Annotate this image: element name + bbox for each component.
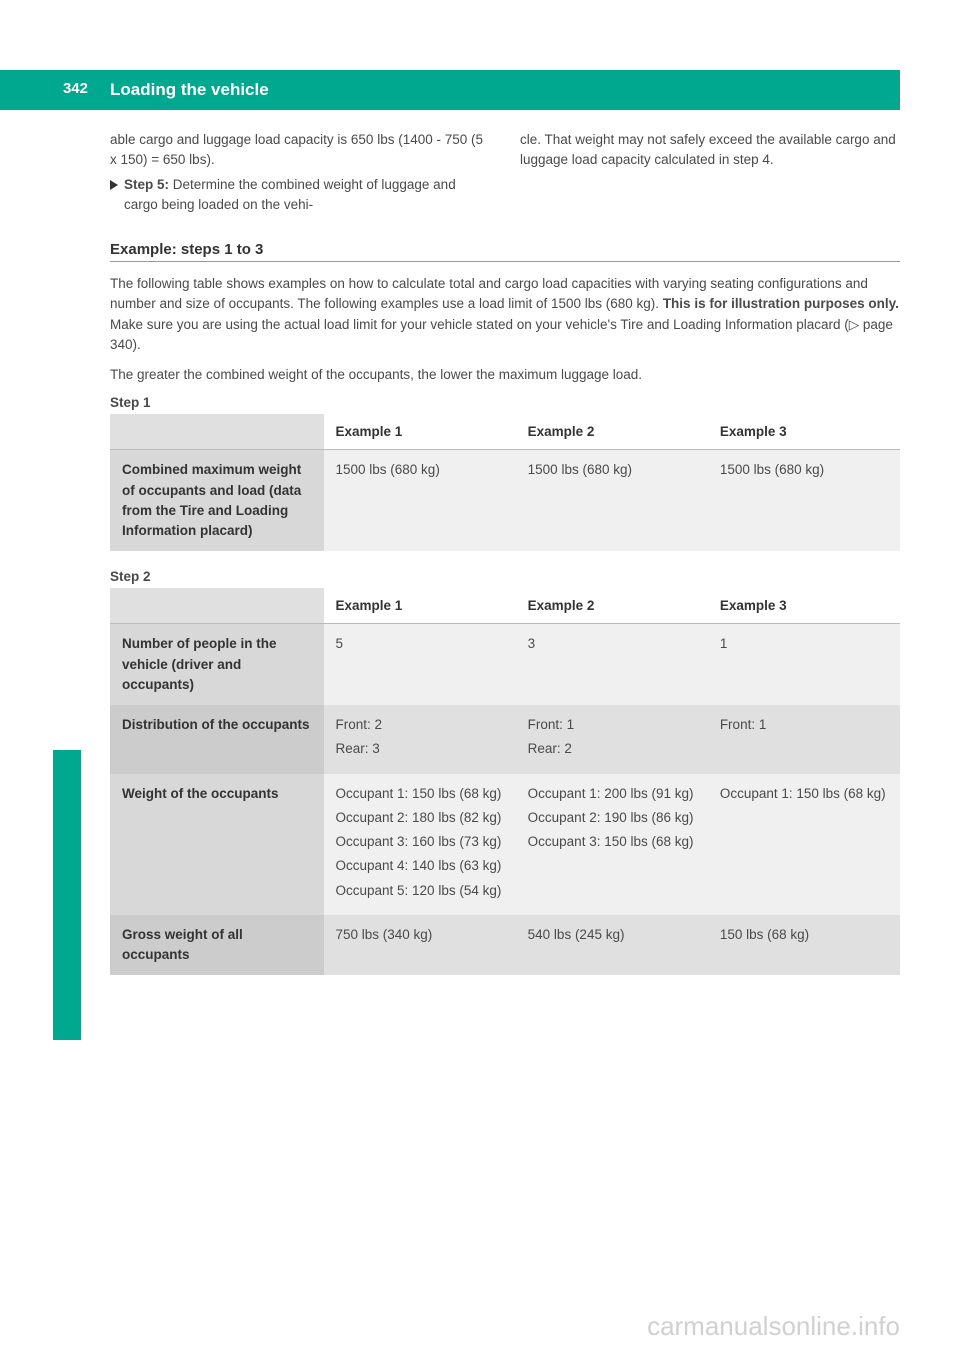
page-header: 342 Loading the vehicle [0,70,960,110]
row-label: Gross weight of all occupants [110,915,324,976]
table-header: Example 1 [324,414,516,450]
table-row: Gross weight of all occupants 750 lbs (3… [110,915,900,976]
intro-columns: able cargo and luggage load capacity is … [110,130,900,215]
table-cell: 1 [708,624,900,705]
table-cell: 1500 lbs (680 kg) [516,450,708,552]
table-cell: Front: 1 Rear: 2 [516,705,708,774]
table-row: Example 1 Example 2 Example 3 [110,588,900,624]
intro-para-1: The following table shows examples on ho… [110,274,900,355]
section-heading: Example: steps 1 to 3 [110,241,900,262]
table-cell: 3 [516,624,708,705]
table-cell: 1500 lbs (680 kg) [708,450,900,552]
occ-line: Occupant 2: 190 lbs (86 kg) [528,808,696,828]
occ-line: Occupant 4: 140 lbs (63 kg) [336,856,504,876]
dist-line: Front: 1 [528,715,696,735]
table-cell: 540 lbs (245 kg) [516,915,708,976]
occ-line: Occupant 1: 150 lbs (68 kg) [336,784,504,804]
step5-label: Step 5: [124,177,169,192]
step2-label: Step 2 [110,569,900,584]
step5-text: Determine the combined weight of luggage… [124,177,456,212]
occ-line: Occupant 2: 180 lbs (82 kg) [336,808,504,828]
table-cell: Occupant 1: 200 lbs (91 kg) Occupant 2: … [516,774,708,915]
occ-line: Occupant 3: 160 lbs (73 kg) [336,832,504,852]
table-header: Example 2 [516,414,708,450]
table-cell: 150 lbs (68 kg) [708,915,900,976]
table-row: Distribution of the occupants Front: 2 R… [110,705,900,774]
table-step2: Example 1 Example 2 Example 3 Number of … [110,588,900,975]
table-cell: 1500 lbs (680 kg) [324,450,516,552]
intro-col-right: cle. That weight may not safely exceed t… [520,130,900,215]
content: able cargo and luggage load capacity is … [0,110,960,1013]
row-label: Number of people in the vehicle (driver … [110,624,324,705]
page-title: Loading the vehicle [96,70,900,110]
table-header: Example 3 [708,588,900,624]
table-cell: Occupant 1: 150 lbs (68 kg) Occupant 2: … [324,774,516,915]
table-row: Combined maximum weight of occupants and… [110,450,900,552]
table-header [110,588,324,624]
table-row: Example 1 Example 2 Example 3 [110,414,900,450]
watermark: carmanualsonline.info [647,1311,900,1342]
intro-left-text: able cargo and luggage load capacity is … [110,130,490,171]
page-number: 342 [0,70,96,110]
table-cell: Front: 1 [708,705,900,774]
step1-label: Step 1 [110,395,900,410]
table-header: Example 3 [708,414,900,450]
intro-p1b: This is for illustration purposes only. [663,296,899,311]
intro-col-left: able cargo and luggage load capacity is … [110,130,490,215]
intro-p1c: Make sure you are using the actual load … [110,317,893,352]
table-cell: 5 [324,624,516,705]
step5-line: Step 5: Determine the combined weight of… [124,175,490,216]
table-step1: Example 1 Example 2 Example 3 Combined m… [110,414,900,551]
occ-line: Occupant 1: 150 lbs (68 kg) [720,784,888,804]
row-label: Combined maximum weight of occupants and… [110,450,324,552]
dist-line: Rear: 3 [336,739,504,759]
occ-line: Occupant 3: 150 lbs (68 kg) [528,832,696,852]
table-cell: 750 lbs (340 kg) [324,915,516,976]
dist-line: Front: 2 [336,715,504,735]
step5-bullet: Step 5: Determine the combined weight of… [110,175,490,216]
intro-para-2: The greater the combined weight of the o… [110,365,900,385]
table-cell: Front: 2 Rear: 3 [324,705,516,774]
occ-line: Occupant 1: 200 lbs (91 kg) [528,784,696,804]
table-row: Weight of the occupants Occupant 1: 150 … [110,774,900,915]
row-label: Weight of the occupants [110,774,324,915]
table-row: Number of people in the vehicle (driver … [110,624,900,705]
occ-line: Occupant 5: 120 lbs (54 kg) [336,881,504,901]
table-header [110,414,324,450]
intro-right-text: cle. That weight may not safely exceed t… [520,130,900,171]
dist-line: Front: 1 [720,715,888,735]
table-header: Example 1 [324,588,516,624]
table-cell: Occupant 1: 150 lbs (68 kg) [708,774,900,915]
triangle-icon [110,180,118,190]
row-label: Distribution of the occupants [110,705,324,774]
side-label: Wheels and tires [56,815,76,950]
dist-line: Rear: 2 [528,739,696,759]
table-header: Example 2 [516,588,708,624]
